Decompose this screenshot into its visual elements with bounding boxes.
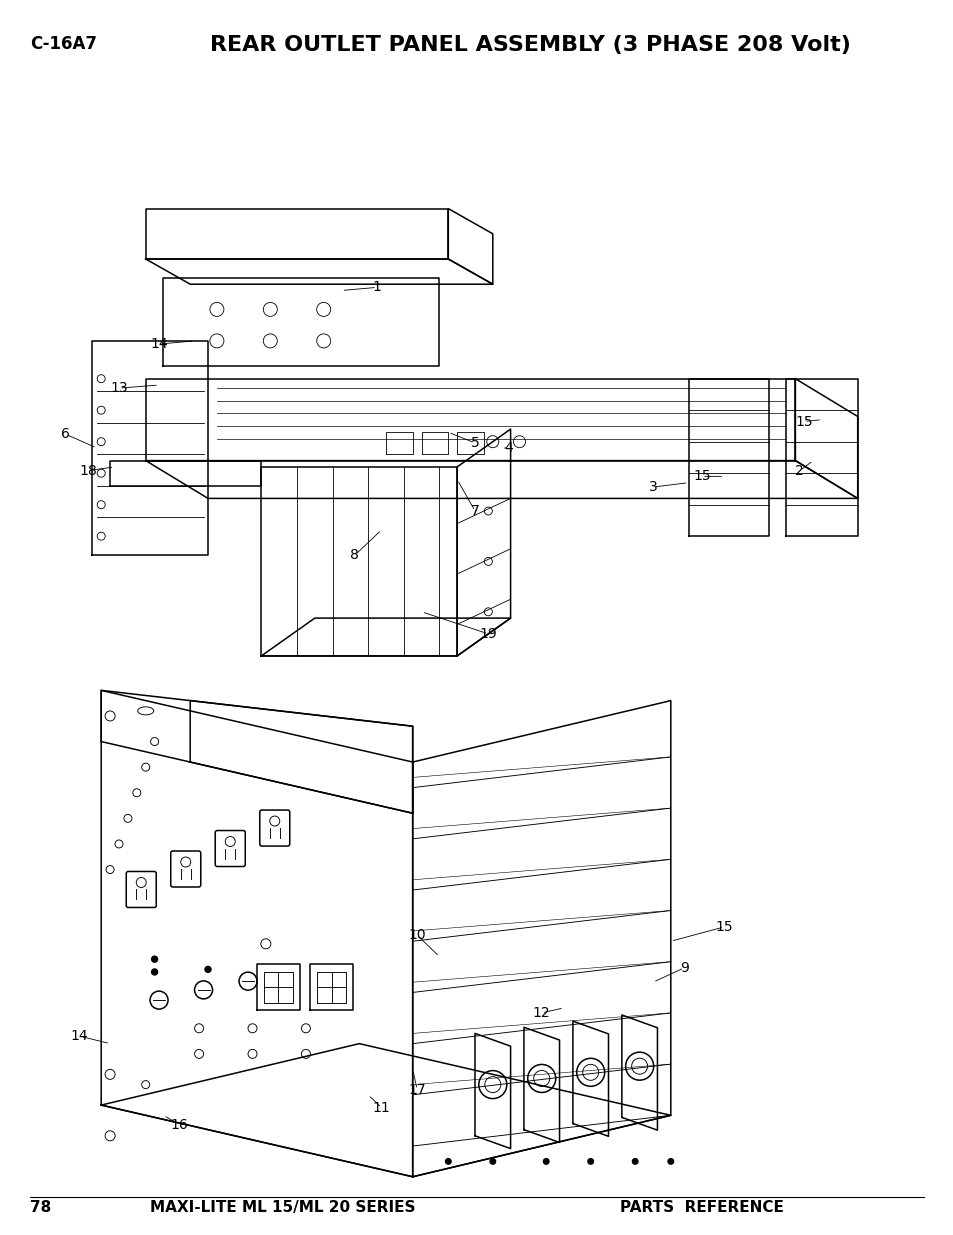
Text: 17: 17: [408, 1083, 426, 1097]
Circle shape: [152, 969, 157, 974]
Text: 78: 78: [30, 1200, 51, 1215]
Text: 12: 12: [533, 1007, 550, 1020]
Text: 15: 15: [693, 469, 710, 483]
Text: 13: 13: [111, 382, 128, 395]
Text: 14: 14: [71, 1029, 88, 1044]
Text: 2: 2: [795, 463, 803, 478]
Circle shape: [666, 1158, 674, 1165]
Text: REAR OUTLET PANEL ASSEMBLY (3 PHASE 208 Volt): REAR OUTLET PANEL ASSEMBLY (3 PHASE 208 …: [210, 35, 849, 56]
Text: 8: 8: [350, 548, 359, 562]
Text: 1: 1: [373, 280, 381, 294]
Text: 15: 15: [715, 920, 732, 934]
Text: 11: 11: [373, 1100, 390, 1115]
Text: 15: 15: [795, 415, 812, 429]
Text: 18: 18: [79, 463, 96, 478]
Text: 4: 4: [504, 441, 513, 454]
Text: 16: 16: [171, 1118, 188, 1131]
Text: 3: 3: [648, 480, 657, 494]
Text: 9: 9: [679, 961, 688, 974]
Circle shape: [152, 956, 157, 962]
Text: 6: 6: [61, 427, 70, 441]
Circle shape: [444, 1158, 452, 1165]
Text: MAXI-LITE ML 15/ML 20 SERIES: MAXI-LITE ML 15/ML 20 SERIES: [150, 1200, 416, 1215]
Text: 14: 14: [150, 337, 168, 351]
Text: 5: 5: [470, 436, 478, 450]
Circle shape: [489, 1158, 496, 1165]
Text: PARTS  REFERENCE: PARTS REFERENCE: [619, 1200, 783, 1215]
Circle shape: [542, 1158, 549, 1165]
Text: C-16A7: C-16A7: [30, 35, 97, 53]
Circle shape: [205, 967, 211, 972]
Circle shape: [631, 1158, 638, 1165]
Text: 19: 19: [479, 627, 497, 641]
Text: 7: 7: [470, 504, 478, 517]
Circle shape: [587, 1158, 594, 1165]
Text: 10: 10: [408, 927, 426, 942]
